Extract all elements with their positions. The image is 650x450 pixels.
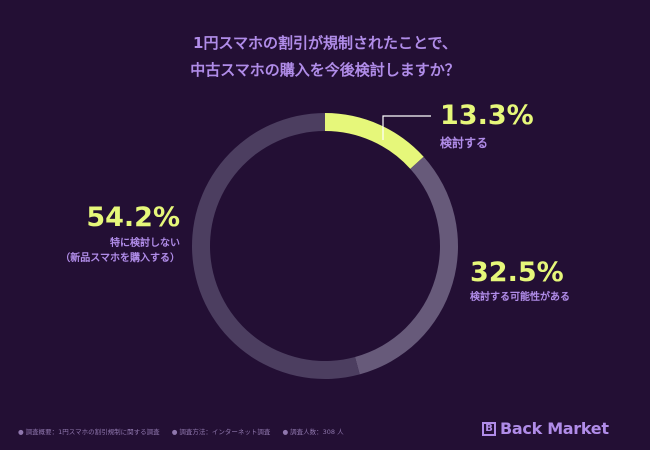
leader-line-consider xyxy=(382,115,431,140)
donut-slice-consider xyxy=(325,113,424,169)
back-market-logo-text: Back Market xyxy=(500,419,609,438)
footer-survey-count: 調査人数：308 人 xyxy=(282,428,343,436)
chart-title-line-2: 中古スマホの購入を今後検討しますか？ xyxy=(190,61,460,79)
slice-value-label-not-consider: 54.2% xyxy=(86,202,180,233)
back-market-logo: B Back Market xyxy=(482,419,609,438)
chart-title: 1円スマホの割引が規制されたことで、 中古スマホの購入を今後検討しますか？ xyxy=(0,30,650,84)
slice-value-label-consider: 13.3% xyxy=(440,100,534,131)
survey-footer: 調査概要：1円スマホの割引規制に関する調査 調査方法：インターネット調査 調査人… xyxy=(18,426,354,436)
slice-category-label-consider: 検討する xyxy=(440,136,489,150)
donut-slice-not-consider xyxy=(192,113,360,379)
slice-category-sublabel-not-consider: （新品スマホを購入する） xyxy=(60,253,180,264)
slice-category-label-not-consider: 特に検討しない xyxy=(110,238,180,249)
back-market-logo-icon: B xyxy=(482,421,496,436)
chart-title-line-1: 1円スマホの割引が規制されたことで、 xyxy=(193,34,457,52)
footer-survey-summary: 調査概要：1円スマホの割引規制に関する調査 xyxy=(18,428,160,436)
slice-value-label-may-consider: 32.5% xyxy=(470,257,564,288)
donut-slice-may-consider xyxy=(354,156,458,375)
slice-category-label-may-consider: 検討する可能性がある xyxy=(470,292,570,303)
footer-survey-method: 調査方法：インターネット調査 xyxy=(172,428,271,436)
